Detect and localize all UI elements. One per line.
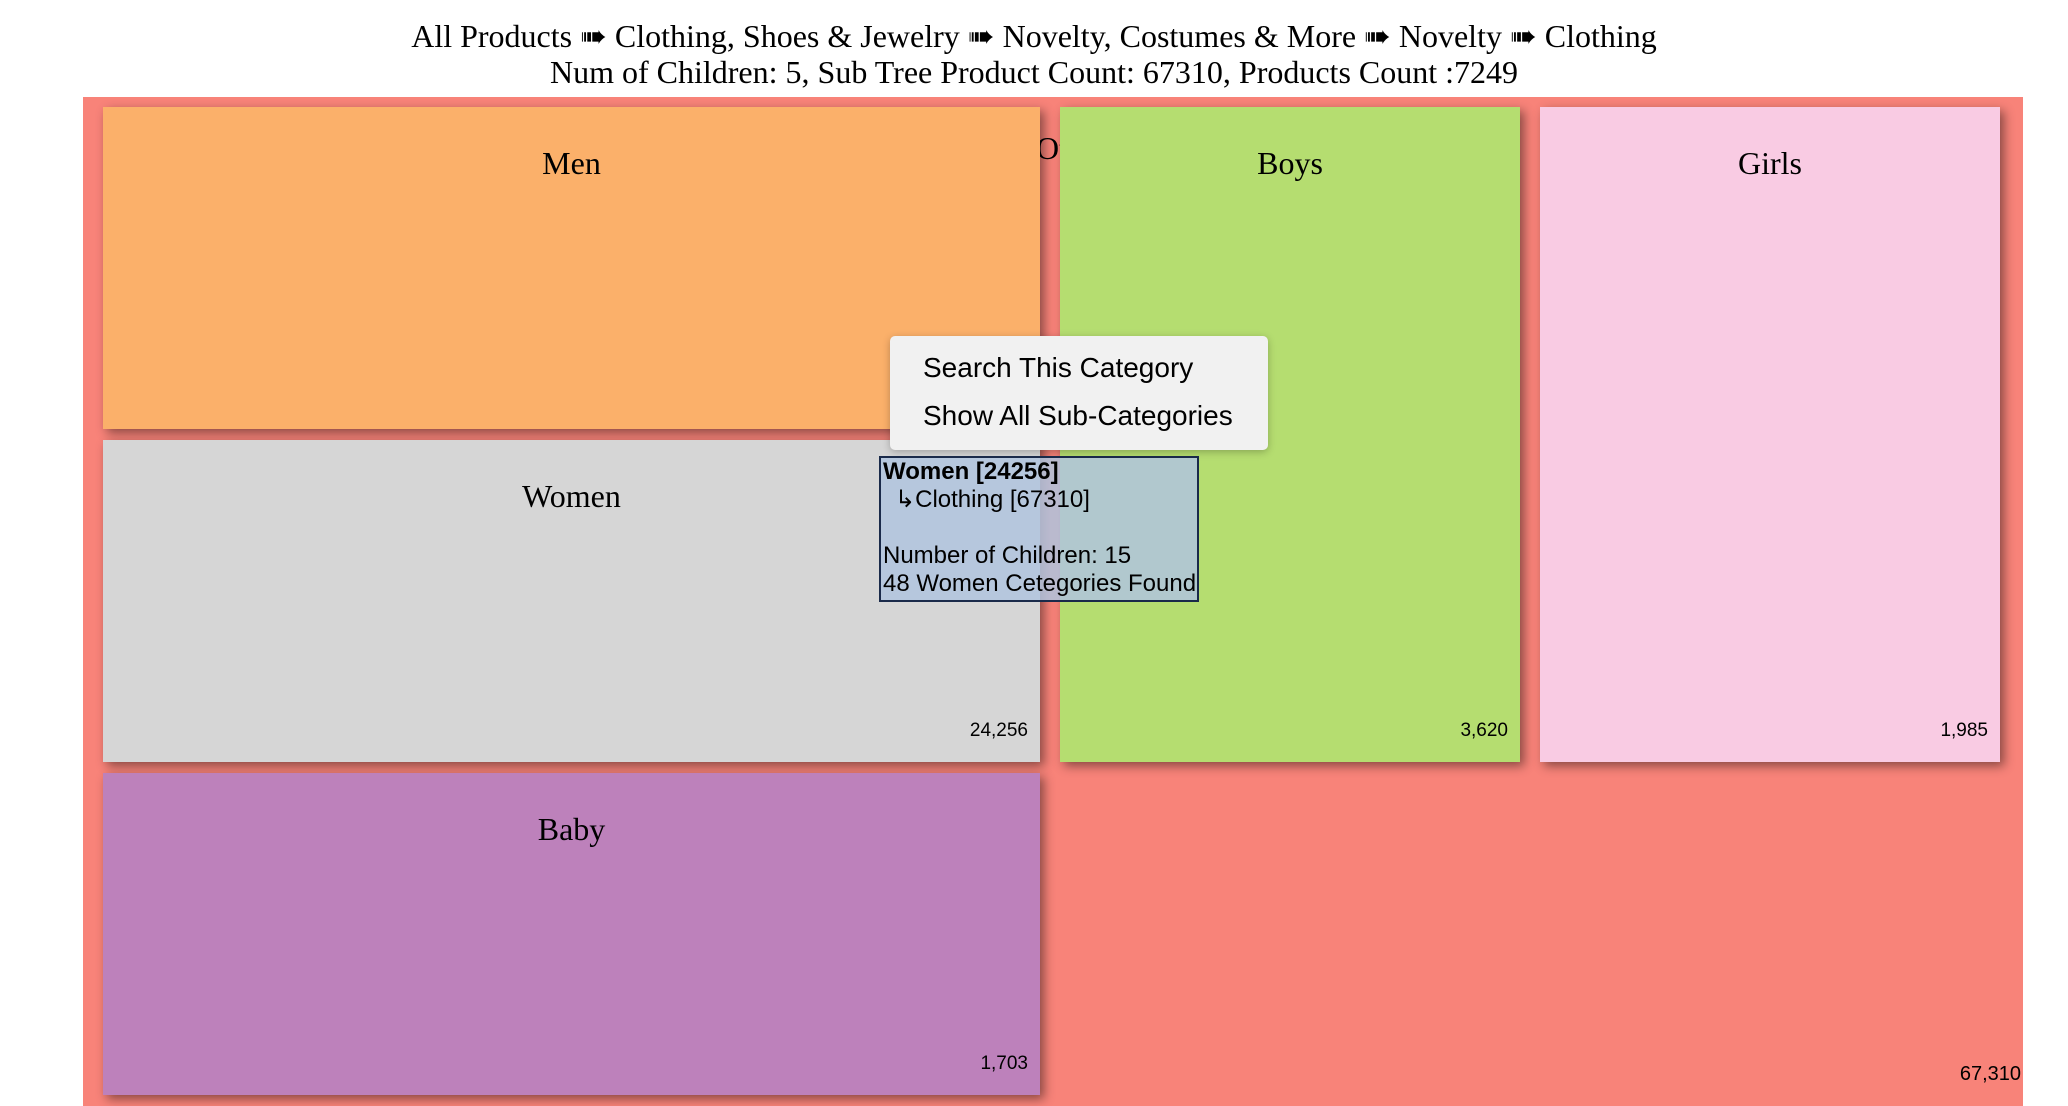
- treemap-cell-girls[interactable]: Girls 1,985: [1540, 107, 2000, 762]
- context-menu: Search This Category Show All Sub-Catego…: [890, 336, 1268, 450]
- cell-title: Boys: [1257, 145, 1323, 181]
- cell-count: 24,256: [969, 720, 1028, 741]
- tooltip-found: 48 Women Cetegories Found: [883, 570, 1197, 597]
- cell-title: Women: [522, 478, 621, 514]
- header: All Products ➠ Clothing, Shoes & Jewelry…: [0, 18, 2068, 90]
- root-count: 67,310: [1959, 1063, 2021, 1085]
- category-tooltip: Women [24256] ↳Clothing [67310] Number o…: [879, 456, 1199, 602]
- menu-item-show-subcategories[interactable]: Show All Sub-Categories: [923, 400, 1233, 431]
- treemap-cell-baby[interactable]: Baby 1,703: [103, 773, 1040, 1095]
- cell-title: Girls: [1738, 145, 1802, 181]
- tooltip-parent: ↳Clothing [67310]: [895, 486, 1090, 513]
- cell-title: Baby: [537, 811, 606, 847]
- cell-count: 1,703: [980, 1053, 1028, 1074]
- category-summary: Num of Children: 5, Sub Tree Product Cou…: [549, 54, 1519, 90]
- cell-title: Men: [542, 145, 601, 181]
- tooltip-title: Women [24256]: [883, 458, 1059, 485]
- tooltip-children: Number of Children: 15: [883, 542, 1132, 569]
- treemap-cell-men[interactable]: Men: [103, 107, 1040, 429]
- menu-item-search-category[interactable]: Search This Category: [923, 352, 1194, 383]
- cell-count: 1,985: [1940, 720, 1988, 741]
- cell-count: 3,620: [1460, 720, 1508, 741]
- breadcrumb: All Products ➠ Clothing, Shoes & Jewelry…: [411, 18, 1657, 54]
